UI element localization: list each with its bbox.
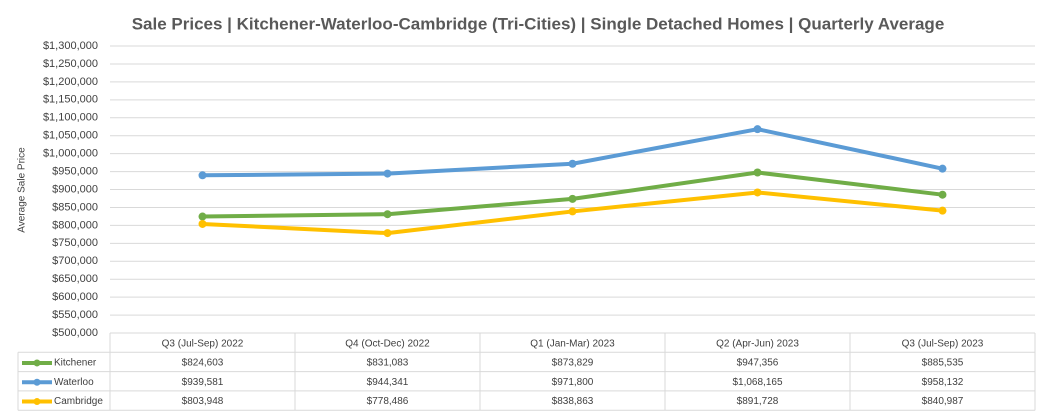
y-tick-label: $1,300,000 [43, 40, 98, 52]
data-point [383, 210, 392, 219]
table-value: $824,603 [182, 358, 224, 369]
data-point [198, 212, 207, 221]
chart-title: Sale Prices | Kitchener-Waterloo-Cambrid… [132, 14, 945, 33]
x-tick-label: Q1 (Jan-Mar) 2023 [530, 338, 615, 349]
y-tick-label: $1,200,000 [43, 76, 98, 88]
x-tick-label: Q3 (Jul-Sep) 2023 [902, 338, 984, 349]
legend-marker [33, 398, 41, 406]
table-value: $944,341 [367, 377, 409, 388]
y-tick-label: $900,000 [52, 183, 98, 195]
legend-label: Cambridge [54, 396, 103, 407]
y-tick-label: $500,000 [52, 327, 98, 339]
y-tick-label: $550,000 [52, 309, 98, 321]
table-value: $838,863 [552, 396, 594, 407]
y-tick-label: $700,000 [52, 255, 98, 267]
data-point [753, 188, 762, 197]
y-tick-label: $800,000 [52, 219, 98, 231]
data-point [568, 194, 577, 203]
y-tick-label: $1,100,000 [43, 112, 98, 124]
data-point [568, 159, 577, 168]
table-value: $873,829 [552, 358, 594, 369]
data-point [753, 168, 762, 177]
x-tick-label: Q2 (Apr-Jun) 2023 [716, 338, 799, 349]
table-value: $1,068,165 [732, 377, 782, 388]
table-value: $831,083 [367, 358, 409, 369]
data-point [938, 206, 947, 215]
table-value: $885,535 [922, 358, 964, 369]
legend-marker [33, 359, 41, 367]
data-point [383, 229, 392, 238]
y-tick-label: $950,000 [52, 165, 98, 177]
data-point [938, 164, 947, 173]
legend-label: Kitchener [54, 358, 97, 369]
table-value: $971,800 [552, 377, 594, 388]
y-tick-label: $750,000 [52, 237, 98, 249]
y-tick-label: $600,000 [52, 291, 98, 303]
y-tick-label: $1,050,000 [43, 130, 98, 142]
data-point [938, 190, 947, 199]
table-value: $778,486 [367, 396, 409, 407]
legend-label: Waterloo [54, 377, 94, 388]
y-tick-label: $850,000 [52, 201, 98, 213]
legend-marker [33, 378, 41, 386]
table-value: $958,132 [922, 377, 964, 388]
table-value: $891,728 [737, 396, 779, 407]
table-value: $840,987 [922, 396, 964, 407]
x-tick-label: Q3 (Jul-Sep) 2022 [162, 338, 244, 349]
y-axis-label: Average Sale Price [17, 147, 28, 233]
table-value: $947,356 [737, 358, 779, 369]
table-value: $803,948 [182, 396, 224, 407]
data-point [383, 169, 392, 178]
data-point [753, 125, 762, 134]
x-tick-label: Q4 (Oct-Dec) 2022 [345, 338, 430, 349]
y-tick-label: $650,000 [52, 273, 98, 285]
y-tick-label: $1,000,000 [43, 148, 98, 160]
data-point [198, 171, 207, 180]
data-point [568, 207, 577, 216]
table-value: $939,581 [182, 377, 224, 388]
y-tick-label: $1,150,000 [43, 94, 98, 106]
data-point [198, 219, 207, 228]
y-tick-label: $1,250,000 [43, 58, 98, 70]
